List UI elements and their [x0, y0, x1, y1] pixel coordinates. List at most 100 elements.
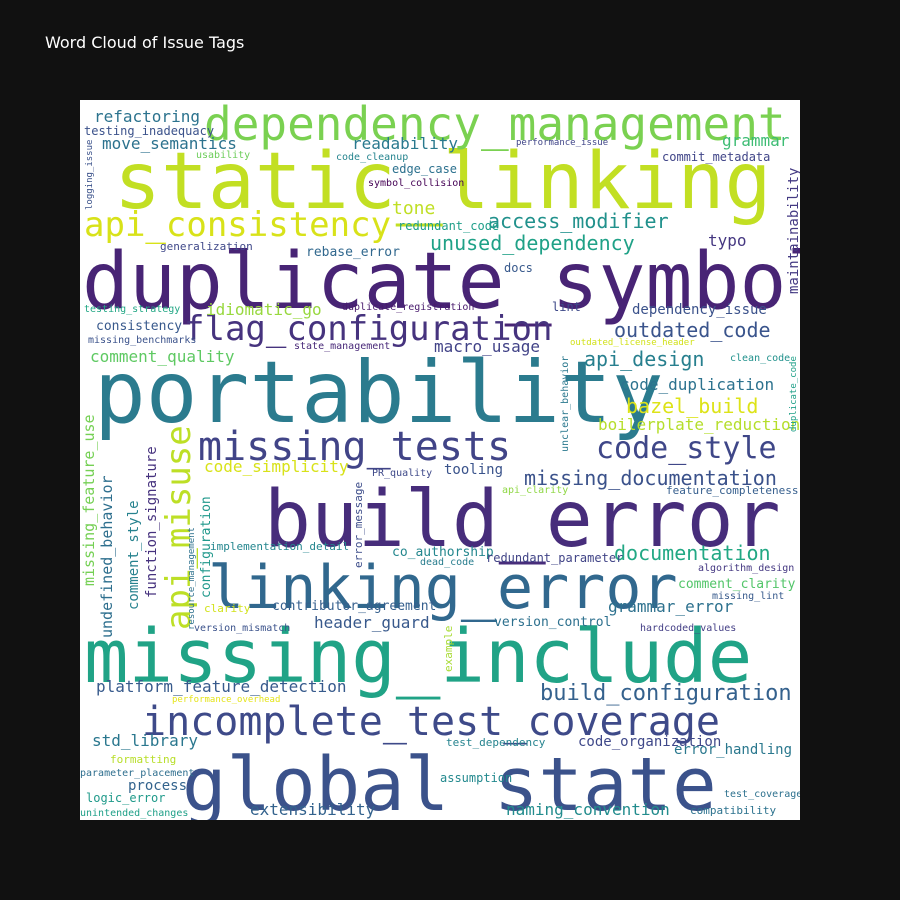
word-clean-code: clean_code [730, 353, 790, 364]
word-portability: portability [94, 343, 664, 443]
word-extensibility: extensibility [250, 800, 376, 819]
word-compatibility: compatibility [690, 804, 776, 817]
word-generalization: generalization [160, 240, 253, 253]
word-dependency-issue: dependency_issue [632, 302, 767, 318]
word-unused-dependency: unused_dependency [430, 231, 635, 255]
word-missing-benchmarks: missing_benchmarks [88, 335, 196, 346]
word-assumption: assumption [440, 771, 512, 785]
word-std-library: std_library [92, 731, 198, 750]
word-boilerplate-reduction: boilerplate_reduction [598, 415, 800, 434]
word-api-clarity: api_clarity [502, 485, 568, 496]
word-outdated-license-header: outdated_license_header [570, 338, 695, 348]
word-tooling: tooling [444, 462, 503, 478]
word-api-design: api_design [584, 347, 704, 371]
word-comment-clarity: comment_clarity [678, 577, 796, 592]
word-readability: readability [352, 134, 458, 153]
word-tone: tone [392, 198, 435, 219]
word-duplicate-symbol: duplicate_symbol [82, 237, 800, 327]
word-grammar-error: grammar_error [608, 597, 734, 616]
word-dependency-management: dependency_management [204, 100, 786, 151]
word-process: process [128, 778, 187, 794]
word-performance-issue: performance_issue [516, 138, 608, 148]
word-missing-documentation: missing_documentation [524, 466, 777, 490]
word-grammar: grammar [722, 131, 790, 150]
word-usability: usability [196, 150, 250, 161]
word-move-semantics: move_semantics [102, 134, 237, 153]
word-code-duplication: code_duplication [620, 375, 774, 394]
word-documentation: documentation [614, 541, 771, 565]
word-test-dependency: test_dependency [446, 736, 546, 749]
word-global-state: global_state [182, 742, 717, 820]
word-version-mismatch: version_mismatch [194, 623, 290, 634]
word-cloud: static_linking duplicate_symbol portabilit… [80, 100, 800, 820]
word-contributor-agreement: contributor_agreement [272, 599, 436, 614]
word-macro-usage: macro_usage [434, 337, 540, 356]
word-bazel-build: bazel_build [626, 394, 758, 418]
word-outdated-code: outdated_code [614, 318, 771, 342]
word-duplicate-registration: duplicate_registration [342, 302, 474, 313]
word-platform-feature-detection: platform_feature_detection [96, 677, 346, 696]
word-testing-strategy: testing_strategy [84, 304, 180, 315]
word-testing-inadequacy: testing_inadequacy [84, 124, 214, 138]
word-redundant-code: redundant_code [398, 219, 499, 233]
word-consistency: consistency [96, 319, 182, 334]
word-logic-error: logic_error [86, 791, 165, 805]
word-symbol-collision: symbol_collision [368, 178, 464, 189]
word-idiomatic-go: idiomatic_go [206, 300, 322, 319]
word-comment-quality: comment_quality [90, 347, 235, 366]
word-duplicate-code: duplicate_code [789, 356, 799, 432]
word-code-cleanup: code_cleanup [336, 152, 408, 163]
word-hardcoded-values: hardcoded_values [640, 623, 736, 634]
word-error-message: error_message [352, 482, 365, 568]
word-static-linking: static_linking [114, 137, 771, 227]
word-dead-code: dead_code [420, 557, 474, 568]
word-docs: docs [504, 261, 533, 275]
word-example: example [442, 626, 455, 672]
word-state-management: state_management [294, 341, 390, 352]
word-undefined-behavior: undefined_behavior [98, 475, 116, 638]
word-build-configuration: build_configuration [540, 681, 792, 706]
chart-title: Word Cloud of Issue Tags [45, 33, 245, 52]
word-unclear-behavior: unclear_behavior [560, 356, 571, 452]
word-version-control: version_control [494, 615, 611, 630]
word-unintended-changes: unintended_changes [80, 808, 188, 819]
word-clarity: clarity [204, 602, 251, 615]
word-feature-completeness: feature_completeness [666, 484, 798, 497]
word-missing-tests: missing_tests [198, 424, 511, 470]
word-edge-case: edge_case [392, 162, 457, 176]
word-build-error: build_error [264, 475, 781, 565]
word-parameter-placement: parameter_placement [80, 768, 194, 779]
word-code-simplicity: code_simplicity [204, 457, 349, 476]
word-test-coverage: test_coverage [724, 789, 800, 800]
word-configuration: configuration [199, 496, 214, 598]
word-function-signature: function_signature [144, 446, 160, 598]
word-cloud-panel: static_linking duplicate_symbol portabilit… [80, 100, 800, 820]
word-logging-issue: logging_issue [85, 140, 95, 210]
word-redundant-parameter: redundant_parameter [486, 551, 623, 565]
word-co-authorship: co_authorship [392, 545, 494, 560]
word-formatting: formatting [110, 753, 176, 766]
word-resource-management: resource_management [187, 527, 197, 630]
word-refactoring: refactoring [94, 107, 200, 126]
word-pr-quality: PR_quality [372, 468, 432, 479]
word-commit-metadata: commit_metadata [662, 150, 770, 164]
word-code-style: code_style [596, 431, 777, 466]
word-error-handling: error_handling [674, 742, 792, 758]
word-api-misuse: api_misuse [159, 425, 199, 630]
word-maintainability: maintainability [786, 168, 800, 294]
word-code-organization: code_organization [578, 734, 721, 750]
word-algorithm-design: algorithm_design [698, 563, 794, 574]
word-performance-overhead: performance_overhead [172, 695, 280, 705]
word-comment-style: comment_style [126, 500, 142, 610]
word-incomplete-test-coverage: incomplete_test_coverage [142, 699, 720, 745]
word-access-modifier: access_modifier [488, 209, 669, 233]
word-missing-include: missing_include [84, 614, 752, 700]
word-missing-feature-use: missing_feature_use [80, 414, 98, 586]
word-lint: lint [552, 300, 581, 314]
word-linking-error: linking_error [208, 553, 678, 623]
word-api-consistency: api_consistency [84, 205, 391, 245]
word-typo: typo [708, 231, 747, 250]
word-header-guard: header_guard [314, 613, 430, 632]
word-rebase-error: rebase_error [306, 245, 400, 260]
word-flag-configuration: flag_configuration [184, 309, 552, 349]
